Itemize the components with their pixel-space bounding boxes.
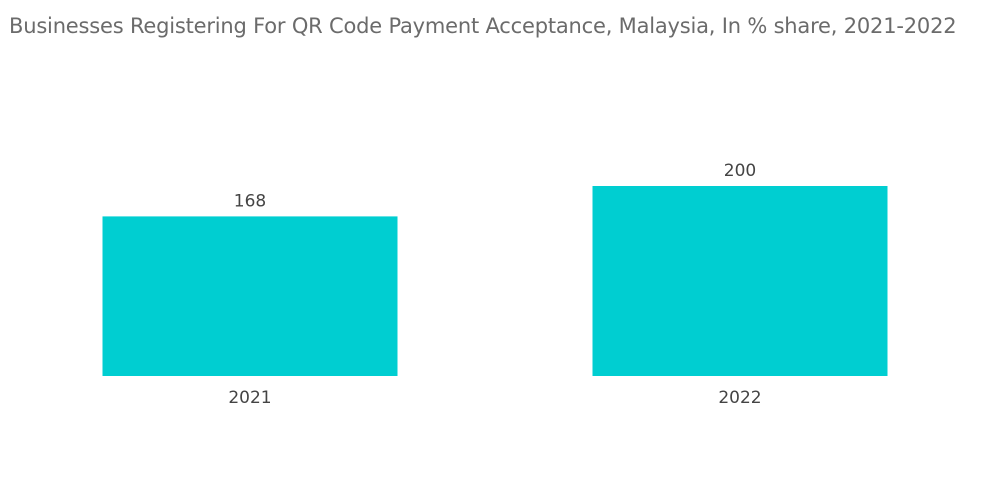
bar-value-label-2021: 168 bbox=[234, 191, 266, 211]
x-tick-label-2021: 2021 bbox=[228, 388, 271, 408]
bars-layer bbox=[102, 186, 888, 376]
x-tick-label-2022: 2022 bbox=[718, 388, 761, 408]
chart-title: Businesses Registering For QR Code Payme… bbox=[9, 14, 957, 38]
bar-2022 bbox=[592, 186, 888, 376]
x-axis-ticks: 2021 2022 bbox=[228, 388, 761, 408]
bar-2021 bbox=[102, 216, 398, 376]
value-labels-layer: 168 200 bbox=[234, 161, 756, 211]
bar-value-label-2022: 200 bbox=[724, 161, 756, 181]
